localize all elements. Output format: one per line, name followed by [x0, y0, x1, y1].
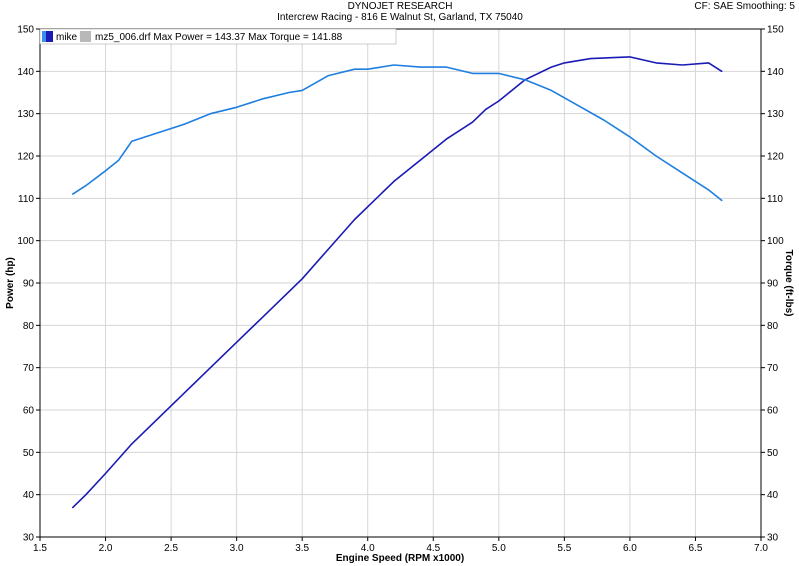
- y-left-tick-label: 60: [23, 406, 35, 417]
- y-left-tick-label: 120: [17, 152, 34, 163]
- x-tick-label: 1.5: [33, 543, 47, 554]
- y-left-tick-label: 140: [17, 67, 34, 78]
- y-left-tick-label: 90: [23, 279, 35, 290]
- x-tick-label: 3.5: [295, 543, 309, 554]
- x-tick-label: 4.5: [426, 543, 440, 554]
- y-right-tick-label: 120: [767, 152, 784, 163]
- correction-info: CF: SAE Smoothing: 5: [694, 1, 795, 12]
- y-left-tick-label: 130: [17, 109, 34, 120]
- y-right-tick-label: 150: [767, 25, 784, 36]
- y-right-tick-label: 110: [767, 194, 783, 205]
- chart-title: DYNOJET RESEARCH: [348, 1, 453, 12]
- grid: [36, 28, 765, 541]
- y-right-axis-label: Torque (ft-lbs): [783, 249, 794, 316]
- chart-subtitle: Intercrew Racing - 816 E Walnut St, Garl…: [277, 12, 523, 23]
- y-left-tick-label: 150: [17, 25, 34, 36]
- legend-box: [39, 28, 397, 45]
- y-right-tick-label: 140: [767, 67, 784, 78]
- y-right-tick-label: 100: [767, 236, 784, 247]
- legend-power-swatch: [42, 31, 53, 42]
- y-right-tick-labels: 30 40 50 60 70 80 90 100 110 120 130 140 150: [767, 25, 784, 544]
- legend-power-swatch-highlight: [42, 31, 46, 42]
- x-tick-labels: 1.5 2.0 2.5 3.0 3.5 4.0 4.5 5.0 5.5 6.0 6.5 7.0: [33, 543, 768, 554]
- x-tick-label: 6.0: [623, 543, 637, 554]
- x-tick-label: 5.5: [557, 543, 571, 554]
- y-left-tick-label: 50: [23, 448, 35, 459]
- plot-frame: [39, 28, 762, 538]
- torque-series-line: [72, 64, 723, 202]
- x-tick-label: 5.0: [492, 543, 506, 554]
- y-left-tick-label: 30: [23, 533, 35, 544]
- x-tick-label: 7.0: [754, 543, 768, 554]
- y-right-tick-label: 60: [767, 406, 779, 417]
- y-right-tick-label: 40: [767, 490, 779, 501]
- x-axis-label: Engine Speed (RPM x1000): [336, 553, 464, 564]
- y-left-tick-label: 80: [23, 321, 35, 332]
- y-right-tick-label: 70: [767, 363, 779, 374]
- y-right-tick-label: 90: [767, 279, 779, 290]
- y-left-tick-label: 40: [23, 490, 35, 501]
- y-right-tick-label: 80: [767, 321, 779, 332]
- legend-torque-swatch: [80, 31, 91, 42]
- y-right-tick-label: 130: [767, 109, 784, 120]
- y-left-tick-label: 100: [17, 236, 34, 247]
- series-layer: [72, 56, 723, 509]
- x-tick-label: 3.0: [230, 543, 244, 554]
- x-tick-label: 6.5: [689, 543, 703, 554]
- power-series-line: [72, 56, 723, 509]
- legend: mike mz5_006.drf Max Power = 143.37 Max …: [39, 28, 397, 45]
- x-tick-label: 2.0: [99, 543, 113, 554]
- y-right-tick-label: 50: [767, 448, 779, 459]
- y-right-tick-label: 30: [767, 533, 779, 544]
- legend-run-name: mike: [56, 32, 78, 43]
- y-left-tick-label: 110: [18, 194, 34, 205]
- y-left-axis-label: Power (hp): [5, 257, 16, 309]
- y-left-tick-labels: 30 40 50 60 70 80 90 100 110 120 130 140 150: [17, 25, 34, 544]
- legend-file-info: mz5_006.drf Max Power = 143.37 Max Torqu…: [95, 32, 343, 43]
- y-left-tick-label: 70: [23, 363, 35, 374]
- x-tick-label: 4.0: [361, 543, 375, 554]
- x-tick-label: 2.5: [164, 543, 178, 554]
